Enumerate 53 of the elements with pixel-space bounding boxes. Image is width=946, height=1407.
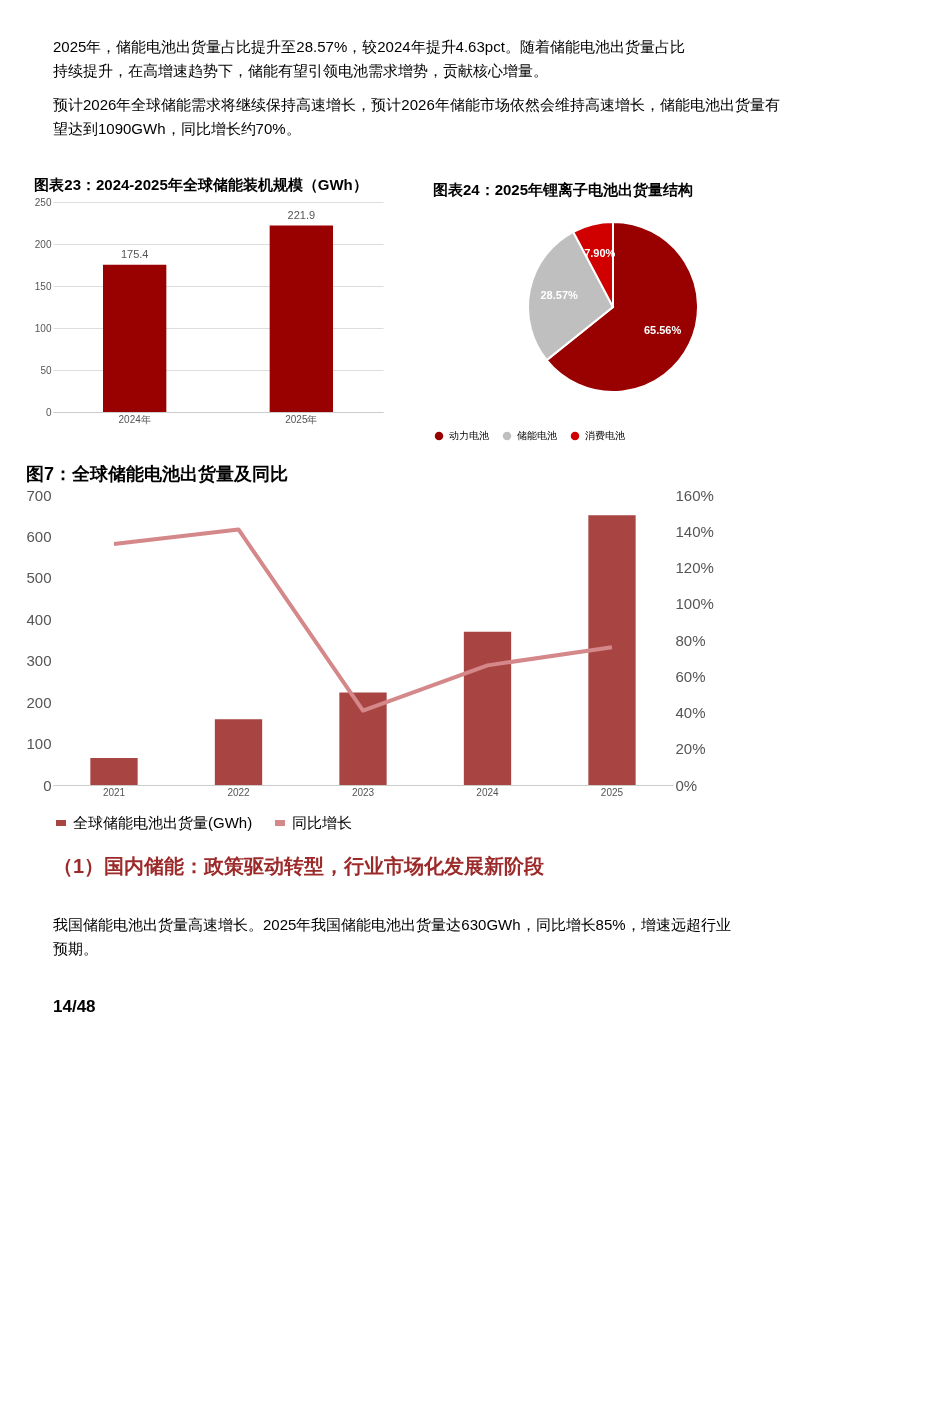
data-label: 221.9: [287, 208, 316, 221]
bar: [339, 692, 387, 785]
legend-label: 储能电池: [517, 430, 557, 441]
y-tick-label: 100: [34, 322, 52, 334]
x-tick-label: 2025: [600, 786, 624, 798]
y-tick-label: 500: [26, 569, 52, 587]
bar: [214, 719, 263, 785]
y2-tick-label: 60%: [675, 667, 706, 685]
y-tick-label: 0: [43, 776, 52, 794]
data-label: 28.57%: [540, 288, 579, 301]
y-tick-label: 0: [45, 406, 52, 418]
y-tick-label: 200: [34, 238, 52, 250]
y-tick-label: 300: [26, 652, 52, 670]
legend-label: 全球储能电池出货量(GWh): [73, 814, 253, 831]
text: 14/48: [53, 997, 96, 1016]
text: 2025年，储能电池出货量占比提升至28.57%，较2024年提升4.63pct。随着储能电池出货量占比持续提升，在高增速趋势下，储能有望引领电池需求增势，贡献核心增量。: [53, 38, 685, 79]
bar: [588, 515, 636, 785]
x-tick-label: 2021: [102, 786, 126, 798]
y2-tick-label: 100%: [675, 595, 714, 613]
text: 预计2026年全球储能需求将继续保持高速增长，预计2026年储能市场依然会维持高速增长，储能电池出货量有望达到1090GWh，同比增长约70%。: [53, 96, 780, 137]
y2-tick-label: 120%: [675, 559, 714, 576]
y-tick-label: 50: [40, 364, 52, 376]
y-tick-label: 250: [34, 196, 52, 208]
y2-tick-label: 40%: [675, 704, 706, 721]
legend-label: 动力电池: [449, 430, 489, 441]
x-tick-label: 2022: [227, 786, 251, 798]
data-label: 175.4: [120, 247, 149, 260]
data-label: 65.56%: [643, 323, 682, 336]
x-tick-label: 2024: [476, 786, 500, 798]
text: （1）国内储能：政策驱动转型，行业市场化发展新阶段: [53, 855, 546, 877]
bar: [463, 631, 512, 785]
y2-tick-label: 160%: [675, 486, 714, 504]
y2-tick-label: 140%: [675, 522, 714, 540]
y2-tick-label: 80%: [675, 631, 706, 649]
chart-title: 图表23：2024-2025年全球储能装机规模（GWh）: [34, 176, 368, 193]
chart-title: 图7：全球储能电池出货量及同比: [25, 464, 288, 484]
y-tick-label: 150: [34, 280, 52, 292]
y-tick-label: 600: [26, 527, 52, 545]
legend-label: 消费电池: [585, 430, 625, 441]
y-tick-label: 400: [26, 610, 52, 628]
line-series: [112, 527, 614, 713]
x-tick-label: 2024年: [118, 413, 151, 425]
y-tick-label: 100: [26, 735, 52, 753]
x-tick-label: 2023: [351, 786, 375, 798]
y2-tick-label: 20%: [675, 740, 706, 758]
legend-label: 同比增长: [292, 814, 352, 831]
y-tick-label: 200: [26, 693, 52, 711]
y2-tick-label: 0%: [675, 776, 698, 794]
chart-title: 图表24：2025年锂离子电池出货量结构: [433, 181, 694, 198]
bar: [90, 758, 138, 785]
text: 我国储能电池出货量高速增长。2025年我国储能电池出货量达630GWh，同比增长85%，增速远超行业预期。: [53, 916, 731, 957]
y-tick-label: 700: [26, 486, 52, 504]
x-tick-label: 2025年: [285, 413, 318, 425]
